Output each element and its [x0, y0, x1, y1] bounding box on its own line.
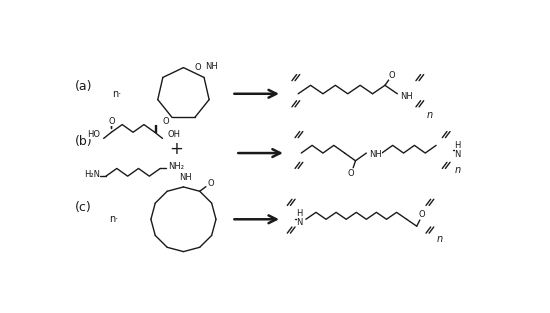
- Text: (a): (a): [75, 80, 92, 93]
- Text: O: O: [162, 117, 169, 126]
- Text: O: O: [348, 169, 354, 177]
- Text: HO: HO: [87, 130, 101, 139]
- Text: n: n: [427, 110, 433, 120]
- Text: O: O: [194, 63, 201, 72]
- Text: H: H: [296, 209, 303, 218]
- Text: (c): (c): [75, 201, 92, 214]
- Text: OH: OH: [167, 130, 180, 139]
- Text: NH₂: NH₂: [168, 162, 184, 172]
- Text: O: O: [419, 210, 426, 219]
- Text: (b): (b): [75, 135, 92, 148]
- Text: O: O: [389, 71, 395, 80]
- Text: n·: n·: [112, 89, 122, 99]
- Text: H₂N: H₂N: [84, 170, 100, 179]
- Text: O: O: [108, 117, 115, 126]
- Text: NH: NH: [179, 173, 191, 182]
- Text: H: H: [455, 141, 461, 150]
- Text: n·: n·: [109, 214, 118, 224]
- Text: n: n: [455, 165, 461, 175]
- Text: N: N: [296, 218, 303, 227]
- Text: NH: NH: [369, 150, 382, 159]
- Text: N: N: [455, 150, 461, 159]
- Text: NH: NH: [206, 62, 218, 71]
- Text: O: O: [207, 179, 214, 188]
- Text: n: n: [437, 234, 443, 244]
- Text: NH: NH: [400, 92, 413, 100]
- Text: +: +: [169, 140, 183, 158]
